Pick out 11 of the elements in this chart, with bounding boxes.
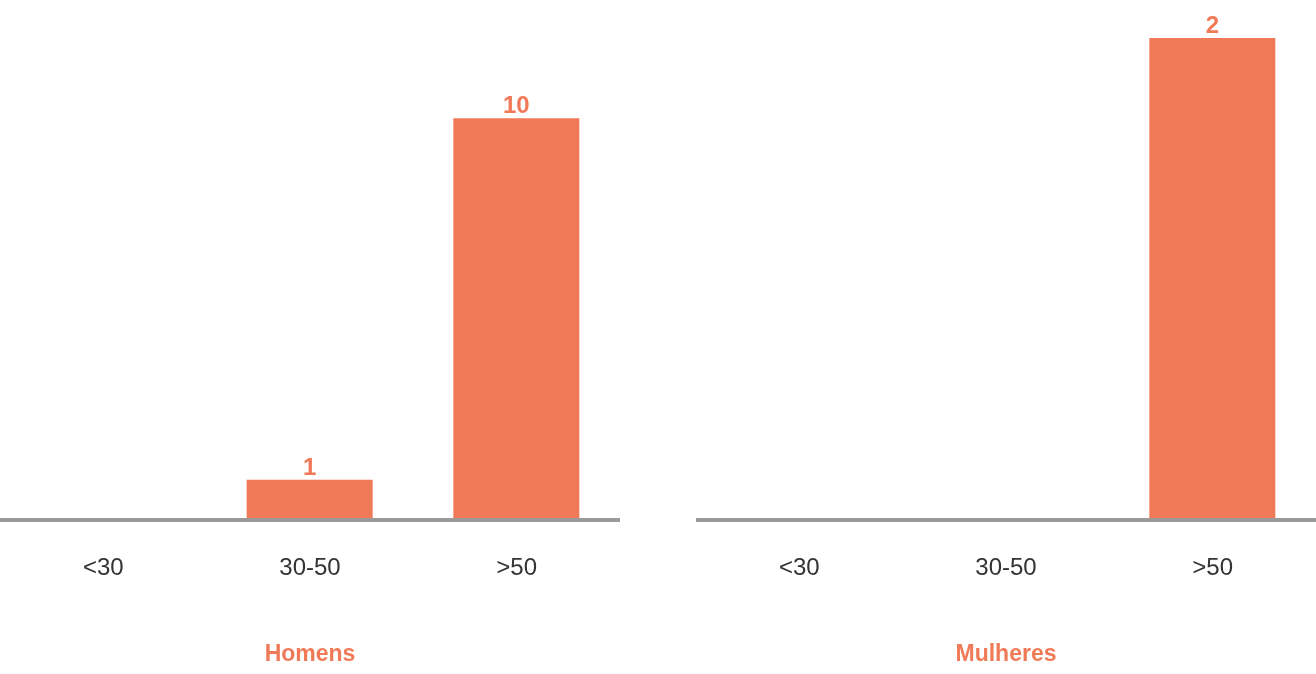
text: Mulheres (954, 640, 1058, 667)
data-label: 1 (302, 452, 317, 480)
text: Homens (263, 640, 357, 667)
x-tick-label: >50 (1192, 553, 1234, 581)
x-tick-label: <30 (778, 553, 820, 581)
x-tick-label: 30-50 (975, 553, 1037, 581)
data-label: 2 (1205, 11, 1220, 38)
x-tick-label: <30 (82, 553, 124, 581)
x-tick-label: 30-50 (279, 553, 341, 581)
data-label: 10 (502, 91, 530, 119)
x-tick-label: >50 (496, 553, 538, 581)
